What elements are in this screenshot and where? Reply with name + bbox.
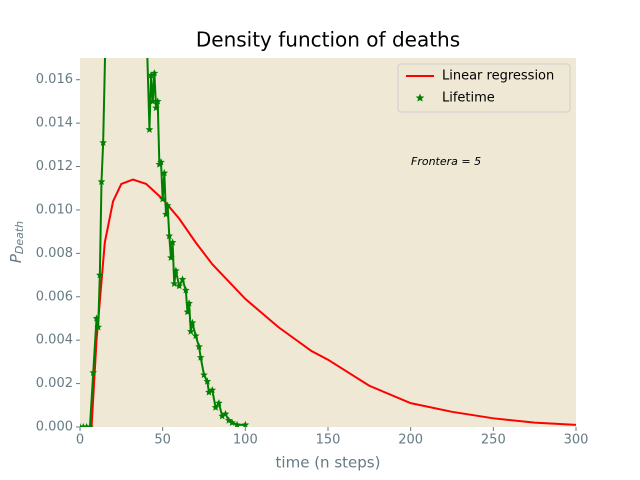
marker: [211, 403, 220, 411]
marker: [172, 266, 180, 274]
x-tick-label: 150: [316, 433, 341, 448]
marker: [96, 271, 104, 279]
y-tick-label: 0.008: [36, 246, 73, 261]
marker: [160, 169, 169, 177]
marker: [94, 323, 102, 331]
x-tick-label: 0: [76, 433, 84, 448]
legend-box: [397, 63, 571, 113]
marker: [182, 286, 190, 294]
legend-label: Linear regression: [442, 69, 554, 84]
marker: [145, 125, 154, 133]
marker: [196, 353, 205, 361]
y-tick-label: 0.002: [36, 376, 73, 391]
y-tick-label: 0.006: [36, 289, 73, 304]
marker: [183, 307, 192, 316]
x-tick-label: 250: [481, 433, 506, 448]
marker: [186, 327, 195, 335]
marker: [200, 370, 208, 379]
x-tick-label: 50: [154, 433, 171, 448]
plot: [80, 11, 576, 427]
y-tick-label: 0.010: [36, 202, 73, 217]
marker: [97, 177, 106, 185]
plot-area: [80, 58, 576, 427]
y-tick-label: 0.000: [36, 420, 73, 435]
marker: [191, 331, 200, 340]
marker: [205, 388, 213, 396]
y-tick-label: 0.016: [36, 72, 73, 87]
annotation: Frontera = 5: [411, 155, 481, 168]
marker: [185, 299, 193, 307]
legend-label: Lifetime: [442, 91, 495, 106]
marker: [165, 231, 174, 240]
marker: [89, 368, 98, 376]
y-tick-label: 0.004: [36, 333, 73, 348]
marker: [158, 195, 167, 203]
marker: [241, 420, 250, 427]
marker: [86, 423, 94, 427]
marker: [168, 238, 177, 246]
marker: [153, 97, 162, 105]
marker: [215, 399, 223, 407]
x-tick-label: 200: [398, 433, 423, 448]
line: [90, 178, 576, 427]
marker: [195, 342, 203, 350]
y-axis-label: PDeath: [7, 221, 27, 263]
marker: [99, 138, 107, 146]
marker: [218, 412, 226, 420]
y-axis-label-main: P: [7, 253, 25, 263]
marker: [150, 69, 159, 77]
marker: [175, 281, 183, 290]
marker: [221, 409, 230, 418]
marker: [92, 314, 101, 322]
chart-title: Density function of deaths: [196, 28, 460, 52]
marker: [163, 201, 172, 209]
marker: [208, 386, 217, 394]
marker: [233, 420, 241, 427]
marker: [203, 377, 212, 385]
marker: [178, 275, 187, 283]
y-tick-label: 0.014: [36, 116, 73, 131]
x-tick-label: 300: [564, 433, 589, 448]
marker: [157, 158, 165, 166]
x-axis-label: time (n steps): [276, 454, 381, 472]
y-axis-label-sub: Death: [13, 221, 26, 254]
legend-swatch: [415, 93, 425, 102]
marker: [167, 253, 175, 261]
marker: [162, 210, 170, 218]
marker: [148, 97, 157, 105]
marker: [188, 318, 197, 327]
x-tick-label: 100: [233, 433, 258, 448]
marker: [147, 71, 155, 79]
marker: [142, 11, 150, 18]
marker: [152, 103, 160, 112]
y-tick-label: 0.012: [36, 159, 73, 174]
